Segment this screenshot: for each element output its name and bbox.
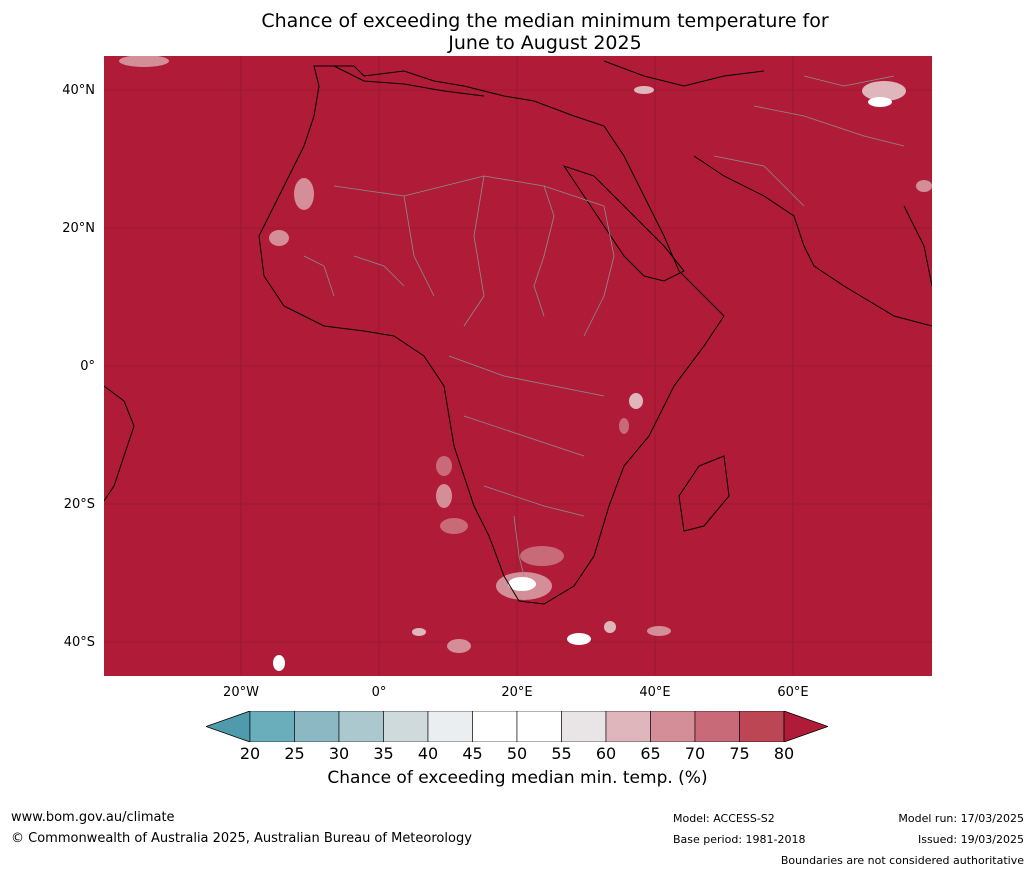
lower-probability-patches [119, 56, 932, 671]
colorbar-tick-label: 45 [462, 744, 483, 763]
colorbar-cell [383, 711, 429, 742]
probability-map [104, 56, 932, 676]
colorbar-label: Chance of exceeding median min. temp. (%… [327, 768, 708, 788]
title-line-2: June to August 2025 [448, 32, 642, 54]
lon-label-60e: 60°E [777, 685, 809, 700]
lon-label-20e: 20°E [501, 685, 533, 700]
colorbar-tick-label: 75 [729, 744, 750, 763]
lat-label-40s: 40°S [63, 635, 95, 650]
footer-url[interactable]: www.bom.gov.au/climate [11, 810, 175, 825]
lon-label-40e: 40°E [639, 685, 671, 700]
footer-copyright: © Commonwealth of Australia 2025, Austra… [11, 831, 472, 846]
colorbar-cell [427, 711, 473, 742]
title-line-1: Chance of exceeding the median minimum t… [261, 10, 829, 32]
lat-label-20s: 20°S [63, 497, 95, 512]
colorbar-cell [294, 711, 340, 742]
lon-label-20w: 20°W [223, 685, 259, 700]
colorbar-cell [472, 711, 518, 742]
lat-label-40n: 40°N [62, 83, 95, 98]
colorbar-tick-label: 35 [373, 744, 394, 763]
lat-label-20n: 20°N [62, 221, 95, 236]
colorbar [206, 711, 828, 742]
colorbar-cell [338, 711, 384, 742]
footer-model: Model: ACCESS-S2 [673, 812, 775, 825]
colorbar-tick-label: 40 [417, 744, 439, 763]
colorbar-tick-label: 65 [640, 744, 661, 763]
colorbar-cell [650, 711, 696, 742]
colorbar-cell [516, 711, 562, 742]
colorbar-tick-label: 55 [551, 744, 572, 763]
colorbar-tick-label: 30 [328, 744, 350, 763]
map-canvas [104, 56, 932, 676]
colorbar-tick-label: 50 [506, 744, 528, 763]
colorbar-extend-high [783, 711, 828, 742]
colorbar-cell [249, 711, 295, 742]
colorbar-tick-label: 60 [595, 744, 617, 763]
colorbar-cell [561, 711, 607, 742]
colorbar-tick-label: 80 [773, 744, 795, 763]
colorbar-cell [694, 711, 740, 742]
coastlines [104, 60, 932, 605]
colorbar-tick-label: 20 [239, 744, 261, 763]
colorbar-cell [605, 711, 651, 742]
graticule [104, 56, 932, 676]
footer-base-period: Base period: 1981-2018 [673, 833, 806, 846]
footer-issued: Issued: 19/03/2025 [917, 833, 1024, 846]
colorbar-tick-label: 25 [284, 744, 305, 763]
country-borders [303, 75, 905, 577]
lat-label-0: 0° [80, 359, 95, 374]
footer-model-run: Model run: 17/03/2025 [898, 812, 1024, 825]
colorbar-tick-label: 70 [684, 744, 706, 763]
map-title: Chance of exceeding the median minimum t… [150, 10, 940, 54]
colorbar-extend-low [206, 711, 251, 742]
colorbar-cell [739, 711, 785, 742]
lon-label-0: 0° [371, 685, 387, 700]
footer-disclaimer: Boundaries are not considered authoritat… [780, 854, 1024, 867]
